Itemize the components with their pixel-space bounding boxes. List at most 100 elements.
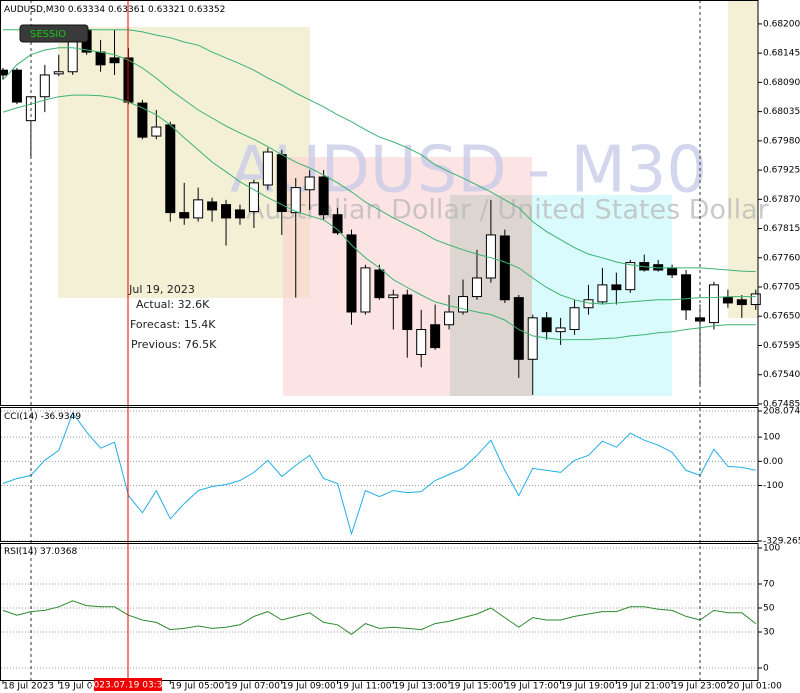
y-tick-label: 100	[763, 544, 780, 554]
price: 0.63334	[68, 5, 105, 15]
x-tick-label: 18 Jul 2023	[3, 682, 54, 692]
candle-body	[583, 299, 594, 309]
y-tick-label: 70	[763, 580, 775, 590]
candle-body	[541, 317, 552, 333]
y-tick-label: 0.68035	[763, 107, 800, 117]
y-tick-label: 0.68200	[763, 19, 800, 29]
candle-body	[11, 69, 22, 103]
price: 0.63361	[108, 5, 145, 15]
candle-body	[416, 329, 427, 356]
candle-body	[471, 277, 482, 298]
candle-body	[736, 299, 747, 306]
cci-panel-border	[0, 407, 759, 542]
candle-body	[681, 274, 692, 311]
x-tick-label: 19 Jul 11:00	[338, 682, 392, 692]
x-tick-label: 19 Jul 05:00	[170, 682, 224, 692]
candle-body	[290, 187, 301, 214]
candle-body	[625, 262, 636, 291]
candle-body	[165, 124, 176, 214]
x-tick-label: 19 Jul 17:00	[505, 682, 559, 692]
candle-body	[179, 212, 190, 219]
event-date: Jul 19, 2023	[128, 283, 195, 296]
x-tick-label: 19 Jul 15:00	[449, 682, 503, 692]
indicator: RSI(14)	[4, 547, 37, 557]
candle-body	[430, 324, 441, 349]
candle-body	[402, 294, 413, 331]
candle-body	[374, 269, 385, 299]
y-tick-label: 100	[763, 433, 780, 443]
x-tick-label: 19 Jul 09:00	[282, 682, 336, 692]
candle-body	[53, 71, 64, 75]
y-tick-label: 208.0747	[763, 407, 800, 417]
candle-body	[304, 176, 315, 191]
candle-body	[332, 214, 343, 234]
indicator-value: 37.0368	[40, 547, 77, 557]
candle-body	[513, 297, 524, 360]
y-tick-label: 0.67705	[763, 283, 800, 293]
x-tick-label: 20 Jul 01:00	[728, 682, 782, 692]
price: 0.63321	[148, 5, 185, 15]
candle-body	[109, 57, 120, 64]
y-tick-label: 0.67595	[763, 341, 800, 351]
candle-body	[39, 74, 50, 98]
candle-body	[597, 284, 608, 303]
x-tick-label: 19 Jul 23:00	[672, 682, 726, 692]
y-tick-label: 0.00	[763, 457, 783, 467]
x-tick-label: 19 Jul 21:00	[616, 682, 670, 692]
candle-body	[458, 296, 469, 313]
symbol: AUDUSD,M30	[4, 5, 65, 15]
y-tick-label: 0.67760	[763, 253, 800, 263]
candle-body	[611, 284, 622, 291]
candle-body	[750, 293, 761, 306]
cursor-label-box	[94, 678, 162, 691]
indicator: CCI(14)	[4, 412, 38, 422]
event-previous: Previous: 76.5K	[131, 338, 217, 351]
y-tick-label: 0.67650	[763, 312, 800, 322]
y-tick-label: 0.67870	[763, 195, 800, 205]
price: 0.63352	[188, 5, 225, 15]
y-tick-label: 0.68090	[763, 78, 800, 88]
candle-body	[360, 267, 371, 313]
x-tick-label: 19 Jul 13:00	[393, 682, 447, 692]
cci-header: CCI(14) -36.9349	[4, 412, 81, 422]
y-tick-label: 0.67925	[763, 166, 800, 176]
candle-body	[444, 311, 455, 326]
candle-body	[499, 235, 510, 301]
y-tick-label: -329.2651	[763, 537, 800, 547]
candle-body	[346, 234, 357, 313]
x-tick-label: 19 Jul 07:00	[226, 682, 280, 692]
candle-body	[248, 182, 259, 213]
candle-body	[234, 209, 245, 219]
session-button[interactable]	[19, 24, 89, 43]
x-tick-label: 19 Jul 19:00	[561, 682, 615, 692]
y-tick-label: 30	[763, 628, 775, 638]
candle-body	[207, 201, 218, 211]
y-tick-label: 50	[763, 604, 775, 614]
rsi-panel-border	[0, 543, 759, 681]
y-tick-label: 0.67540	[763, 370, 800, 380]
candle-body	[388, 294, 399, 299]
session-box	[728, 0, 758, 318]
y-tick-label: 0.68145	[763, 49, 800, 59]
main-panel-border	[0, 0, 759, 406]
y-tick-label: -100	[763, 481, 784, 491]
candle-body	[722, 297, 733, 304]
y-tick-label: 0.67980	[763, 136, 800, 146]
main-header: AUDUSD,M30 0.63334 0.63361 0.63321 0.633…	[4, 5, 225, 15]
x-tick-label: 19 Jul 01:	[59, 682, 102, 692]
candle-body	[95, 51, 106, 66]
candle-body	[137, 102, 148, 138]
event-actual: Actual: 32.6K	[136, 298, 210, 311]
session-button-label[interactable]: SESSIO	[30, 29, 66, 40]
candle-body	[151, 126, 162, 137]
candle-body	[527, 317, 538, 360]
candle-body	[667, 267, 678, 276]
candle-body	[0, 69, 8, 76]
candle-body	[318, 176, 329, 216]
y-tick-label: 0	[763, 664, 769, 674]
rsi-header: RSI(14) 37.0368	[4, 547, 77, 557]
candle-body	[193, 199, 204, 219]
candle-body	[708, 284, 719, 324]
